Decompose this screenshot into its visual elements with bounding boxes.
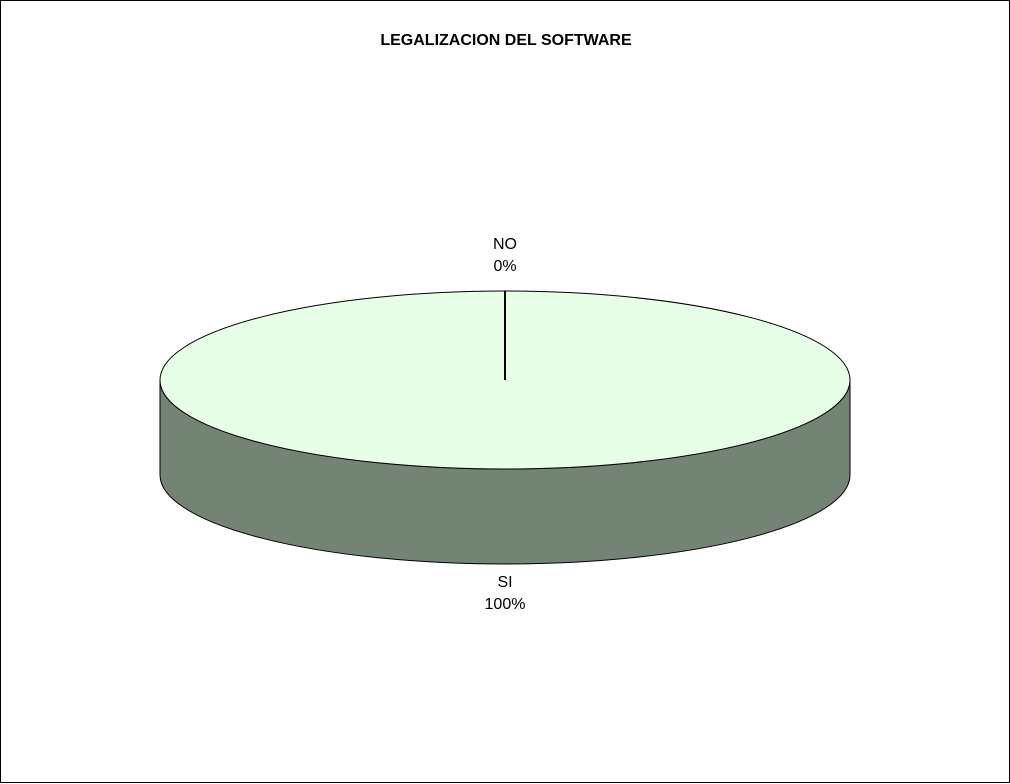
slice-label-no: NO 0% [445, 234, 565, 278]
slice-label-si-percent: 100% [484, 596, 526, 613]
slice-label-si: SI 100% [445, 572, 565, 616]
slice-label-si-category: SI [497, 574, 513, 591]
slice-label-no-percent: 0% [493, 258, 517, 275]
chart-title: LEGALIZACION DEL SOFTWARE [380, 32, 632, 49]
slice-label-no-category: NO [493, 236, 517, 253]
